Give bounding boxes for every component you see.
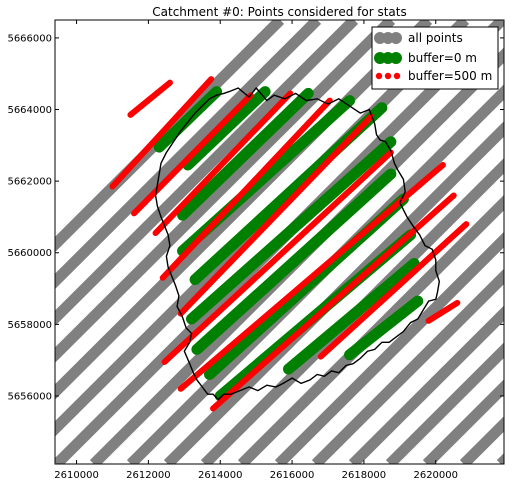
legend: all points buffer=0 m buffer=500 m [371, 26, 499, 90]
legend-label-all-points: all points [408, 31, 463, 45]
plot-frame [54, 19, 505, 465]
buffer-0-segment [344, 295, 424, 361]
legend-label-buffer-500: buffer=500 m [408, 69, 492, 83]
all-points-track [55, 20, 322, 290]
buffer-0-segment [191, 168, 397, 355]
catchment-boundary [154, 86, 441, 401]
buffer-500-segment [210, 192, 457, 412]
y-axis-ticks: 5656000 5658000 5660000 5662000 5664000 56660… [7, 33, 504, 402]
x-tick-label: 2612000 [126, 470, 171, 481]
all-points-track [55, 20, 433, 400]
x-tick-label: 2620000 [413, 470, 458, 481]
all-points-track [385, 342, 504, 464]
y-tick-label: 5658000 [7, 320, 52, 331]
all-points-track [55, 20, 396, 363]
buffer-500-segment [152, 90, 294, 237]
buffer-0-segment [177, 87, 314, 221]
buffer-500-segment [131, 92, 254, 217]
x-tick-label: 2610000 [54, 470, 99, 481]
all-points-track [55, 20, 285, 253]
all-points-track [348, 305, 504, 464]
x-tick-label: 2618000 [342, 470, 387, 481]
all-points-track [422, 379, 504, 464]
legend-marker-buffer-0 [390, 52, 402, 64]
buffer-0-segment [282, 257, 420, 375]
plot-area [55, 20, 504, 464]
buffer-500-segment [177, 113, 375, 317]
y-tick-label: 5662000 [7, 177, 52, 188]
buffer-500-segment [127, 79, 173, 118]
legend-marker-all-points [390, 32, 402, 44]
all-points-track [200, 157, 504, 464]
buffer-500-segment [109, 76, 215, 190]
legend-marker-buffer-500 [393, 72, 401, 80]
all-points-track [311, 268, 504, 464]
legend-entry-buffer-500: buffer=500 m [375, 69, 492, 83]
y-tick-label: 5666000 [7, 33, 52, 44]
all-points-track [237, 194, 504, 464]
all-points-track [274, 231, 504, 464]
legend-marker-buffer-500 [375, 72, 383, 80]
y-tick-label: 5656000 [7, 391, 52, 402]
buffer-0-segment [182, 86, 271, 171]
legend-entry-all-points: all points [374, 31, 463, 45]
legend-entry-buffer-0: buffer=0 m [374, 51, 477, 65]
x-tick-label: 2614000 [198, 470, 243, 481]
buffer-0-segment [185, 136, 397, 325]
buffer-500-segment [317, 221, 470, 360]
buffer-500-segment [425, 299, 461, 324]
buffer-500-segment [159, 97, 333, 281]
all-points-track [55, 20, 359, 327]
chart-title: Catchment #0: Points considered for stat… [152, 5, 406, 19]
buffer-500-segment [161, 149, 394, 365]
legend-label-buffer-0: buffer=0 m [408, 51, 477, 65]
x-tick-label: 2616000 [270, 470, 315, 481]
y-tick-label: 5664000 [7, 105, 52, 116]
y-tick-label: 5660000 [7, 248, 52, 259]
legend-marker-buffer-500 [384, 72, 392, 80]
x-axis-ticks: 2610000 2612000 2614000 2616000 2618000 26200… [54, 20, 458, 481]
